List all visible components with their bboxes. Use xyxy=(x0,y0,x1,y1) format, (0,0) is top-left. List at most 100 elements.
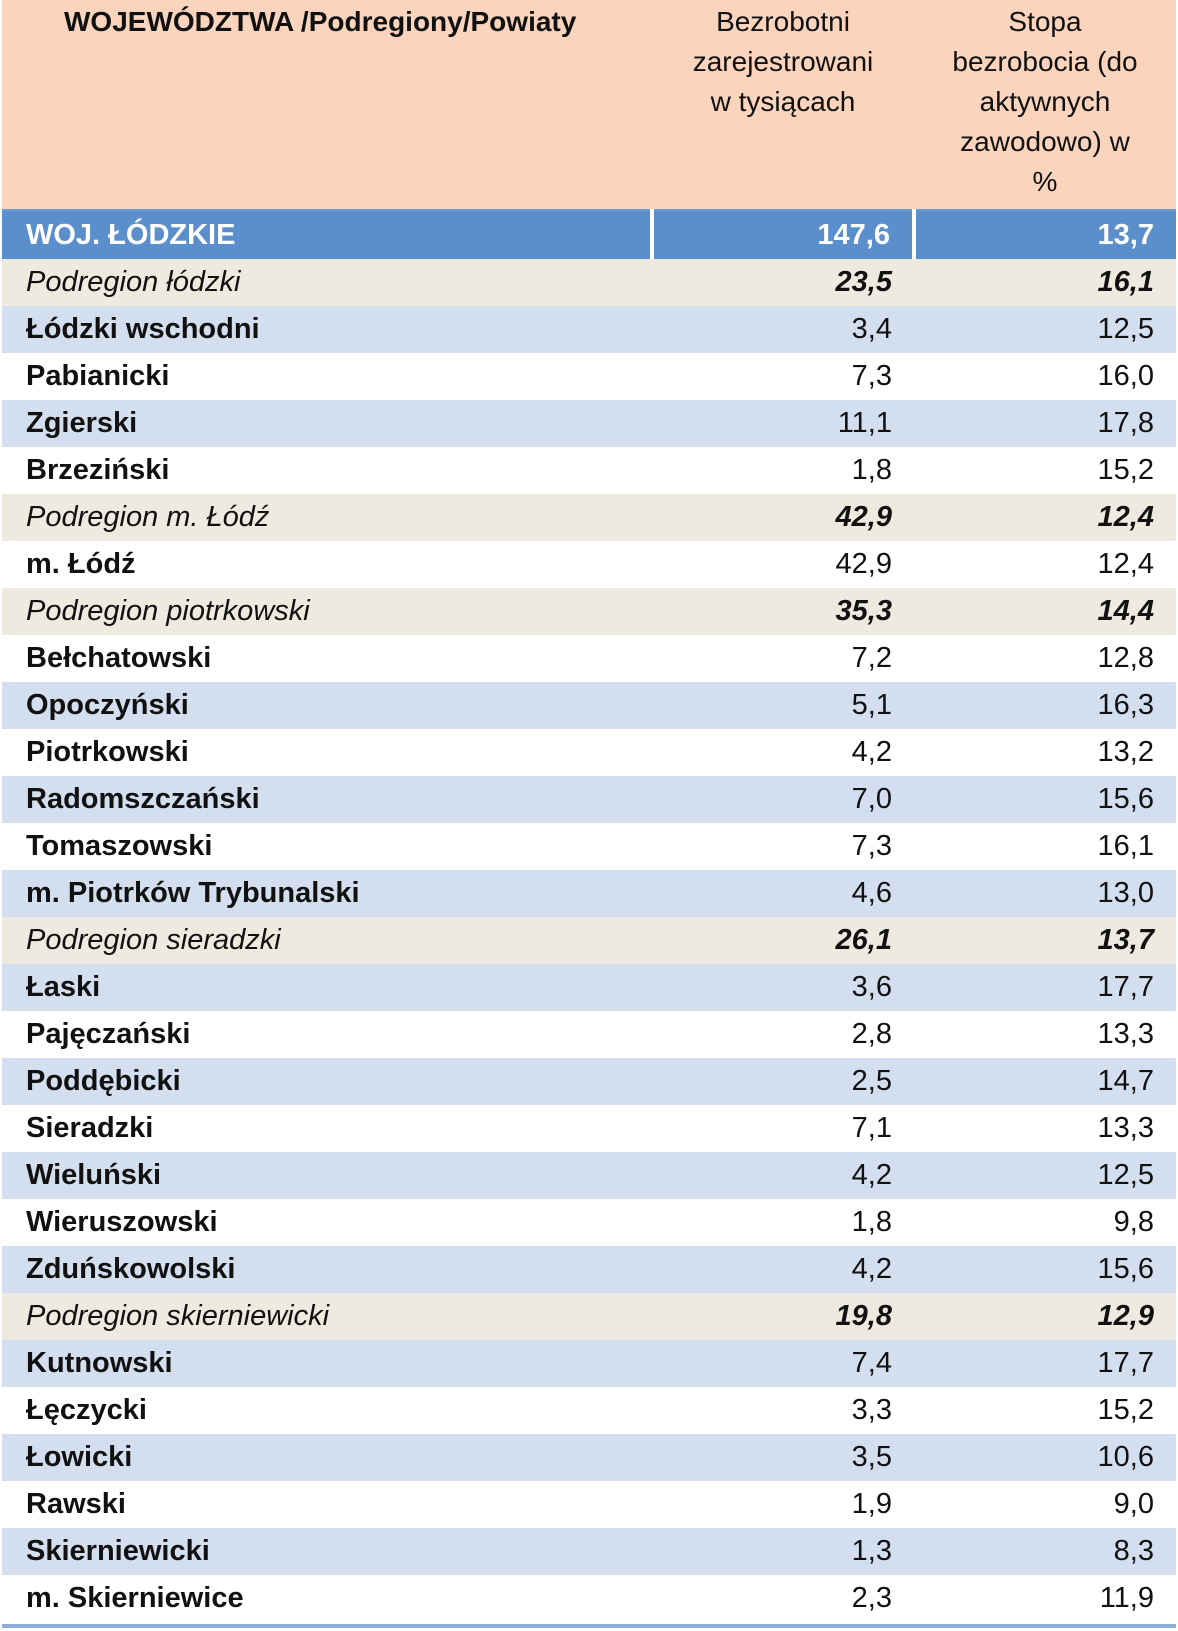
region-name-cell: Sieradzki xyxy=(2,1105,652,1152)
unemployed-cell: 7,3 xyxy=(652,823,914,870)
region-name-cell: m. Piotrków Trybunalski xyxy=(2,870,652,917)
header-rate-line: Stopa xyxy=(1008,6,1082,37)
region-name-cell: Łęczycki xyxy=(2,1387,652,1434)
unemployed-cell: 26,1 xyxy=(652,917,914,964)
rate-cell: 8,3 xyxy=(914,1528,1176,1575)
rate-cell: 9,0 xyxy=(914,1481,1176,1528)
unemployed-cell: 35,3 xyxy=(652,588,914,635)
subregion-row: Podregion sieradzki 26,1 13,7 xyxy=(2,917,1176,964)
rate-cell: 12,4 xyxy=(914,541,1176,588)
table-row: Łaski 3,6 17,7 xyxy=(2,964,1176,1011)
table-row: Pajęczański 2,8 13,3 xyxy=(2,1011,1176,1058)
header-rate: Stopa bezrobocia (do aktywnych zawodowo)… xyxy=(914,0,1176,211)
unemployed-cell: 7,4 xyxy=(652,1340,914,1387)
table-row: Łęczycki 3,3 15,2 xyxy=(2,1387,1176,1434)
header-rate-line: zawodowo) w xyxy=(960,126,1130,157)
table-row: Zgierski 11,1 17,8 xyxy=(2,400,1176,447)
header-rate-line: bezrobocia (do xyxy=(952,46,1138,77)
table-row: Bełchatowski 7,2 12,8 xyxy=(2,635,1176,682)
unemployed-cell: 1,8 xyxy=(652,1199,914,1246)
unemployed-cell: 3,6 xyxy=(652,964,914,1011)
unemployed-cell: 7,0 xyxy=(652,776,914,823)
rate-cell: 13,3 xyxy=(914,1011,1176,1058)
rate-cell: 9,8 xyxy=(914,1199,1176,1246)
region-name-cell: Zduńskowolski xyxy=(2,1246,652,1293)
rate-cell: 10,6 xyxy=(914,1434,1176,1481)
table-row: Poddębicki 2,5 14,7 xyxy=(2,1058,1176,1105)
region-name-cell: m. Łódź xyxy=(2,541,652,588)
rate-cell: 13,7 xyxy=(912,210,1176,259)
header-unemployed: Bezrobotni zarejestrowani w tysiącach xyxy=(652,0,914,211)
unemployed-cell: 3,4 xyxy=(652,306,914,353)
table-row: Łódzki wschodni 3,4 12,5 xyxy=(2,306,1176,353)
bottom-rule xyxy=(2,1624,1176,1628)
region-name-cell: Bełchatowski xyxy=(2,635,652,682)
region-name-cell: Podregion łódzki xyxy=(2,259,652,306)
rate-cell: 17,7 xyxy=(914,1340,1176,1387)
rate-cell: 11,9 xyxy=(914,1575,1176,1622)
table-row: Brzeziński 1,8 15,2 xyxy=(2,447,1176,494)
unemployed-cell: 3,5 xyxy=(652,1434,914,1481)
region-name-cell: Radomszczański xyxy=(2,776,652,823)
unemployed-cell: 2,3 xyxy=(652,1575,914,1622)
region-name-cell: Wieruszowski xyxy=(2,1199,652,1246)
table-row: Wieluński 4,2 12,5 xyxy=(2,1152,1176,1199)
region-name-cell: Opoczyński xyxy=(2,682,652,729)
table-row: Skierniewicki 1,3 8,3 xyxy=(2,1528,1176,1575)
region-name-cell: Skierniewicki xyxy=(2,1528,652,1575)
region-name-cell: Podregion m. Łódź xyxy=(2,494,652,541)
region-name-cell: Piotrkowski xyxy=(2,729,652,776)
subregion-row: Podregion łódzki 23,5 16,1 xyxy=(2,259,1176,306)
region-name-cell: Kutnowski xyxy=(2,1340,652,1387)
rate-cell: 13,0 xyxy=(914,870,1176,917)
table-row: m. Łódź 42,9 12,4 xyxy=(2,541,1176,588)
region-name-cell: Podregion skierniewicki xyxy=(2,1293,652,1340)
region-name-cell: Poddębicki xyxy=(2,1058,652,1105)
unemployed-cell: 147,6 xyxy=(650,210,914,259)
region-name-cell: Pabianicki xyxy=(2,353,652,400)
table-row: Rawski 1,9 9,0 xyxy=(2,1481,1176,1528)
rate-cell: 16,1 xyxy=(914,259,1176,306)
total-row: WOJ. ŁÓDZKIE 147,6 13,7 xyxy=(2,210,1176,259)
unemployed-cell: 4,6 xyxy=(652,870,914,917)
header-region: WOJEWÓDZTWA /Podregiony/Powiaty xyxy=(2,0,652,211)
subregion-row: Podregion skierniewicki 19,8 12,9 xyxy=(2,1293,1176,1340)
unemployed-cell: 4,2 xyxy=(652,1246,914,1293)
table-row: Opoczyński 5,1 16,3 xyxy=(2,682,1176,729)
table-row: Sieradzki 7,1 13,3 xyxy=(2,1105,1176,1152)
unemployed-cell: 5,1 xyxy=(652,682,914,729)
header-rate-line: % xyxy=(1032,166,1058,197)
rate-cell: 13,3 xyxy=(914,1105,1176,1152)
region-name-cell: m. Skierniewice xyxy=(2,1575,652,1622)
unemployed-cell: 4,2 xyxy=(652,729,914,776)
rate-cell: 15,6 xyxy=(914,776,1176,823)
rate-cell: 13,2 xyxy=(914,729,1176,776)
region-name-cell: Łowicki xyxy=(2,1434,652,1481)
header-row: WOJEWÓDZTWA /Podregiony/Powiaty Bezrobot… xyxy=(2,0,1176,211)
rate-cell: 17,7 xyxy=(914,964,1176,1011)
region-name-cell: WOJ. ŁÓDZKIE xyxy=(2,210,652,259)
rate-cell: 14,4 xyxy=(914,588,1176,635)
rate-cell: 16,3 xyxy=(914,682,1176,729)
unemployed-cell: 7,3 xyxy=(652,353,914,400)
table-row: Tomaszowski 7,3 16,1 xyxy=(2,823,1176,870)
unemployed-cell: 1,9 xyxy=(652,1481,914,1528)
region-name-cell: Rawski xyxy=(2,1481,652,1528)
unemployed-cell: 42,9 xyxy=(652,494,914,541)
table-row: Łowicki 3,5 10,6 xyxy=(2,1434,1176,1481)
region-name-cell: Podregion sieradzki xyxy=(2,917,652,964)
unemployed-cell: 1,8 xyxy=(652,447,914,494)
subregion-row: Podregion m. Łódź 42,9 12,4 xyxy=(2,494,1176,541)
unemployed-cell: 23,5 xyxy=(652,259,914,306)
rate-cell: 15,2 xyxy=(914,447,1176,494)
unemployed-cell: 2,5 xyxy=(652,1058,914,1105)
unemployed-cell: 42,9 xyxy=(652,541,914,588)
rate-cell: 12,9 xyxy=(914,1293,1176,1340)
rate-cell: 13,7 xyxy=(914,917,1176,964)
table-body: WOJ. ŁÓDZKIE 147,6 13,7 Podregion łódzki 23,… xyxy=(2,210,1176,1622)
region-name-cell: Podregion piotrkowski xyxy=(2,588,652,635)
unemployed-cell: 3,3 xyxy=(652,1387,914,1434)
rate-cell: 15,2 xyxy=(914,1387,1176,1434)
